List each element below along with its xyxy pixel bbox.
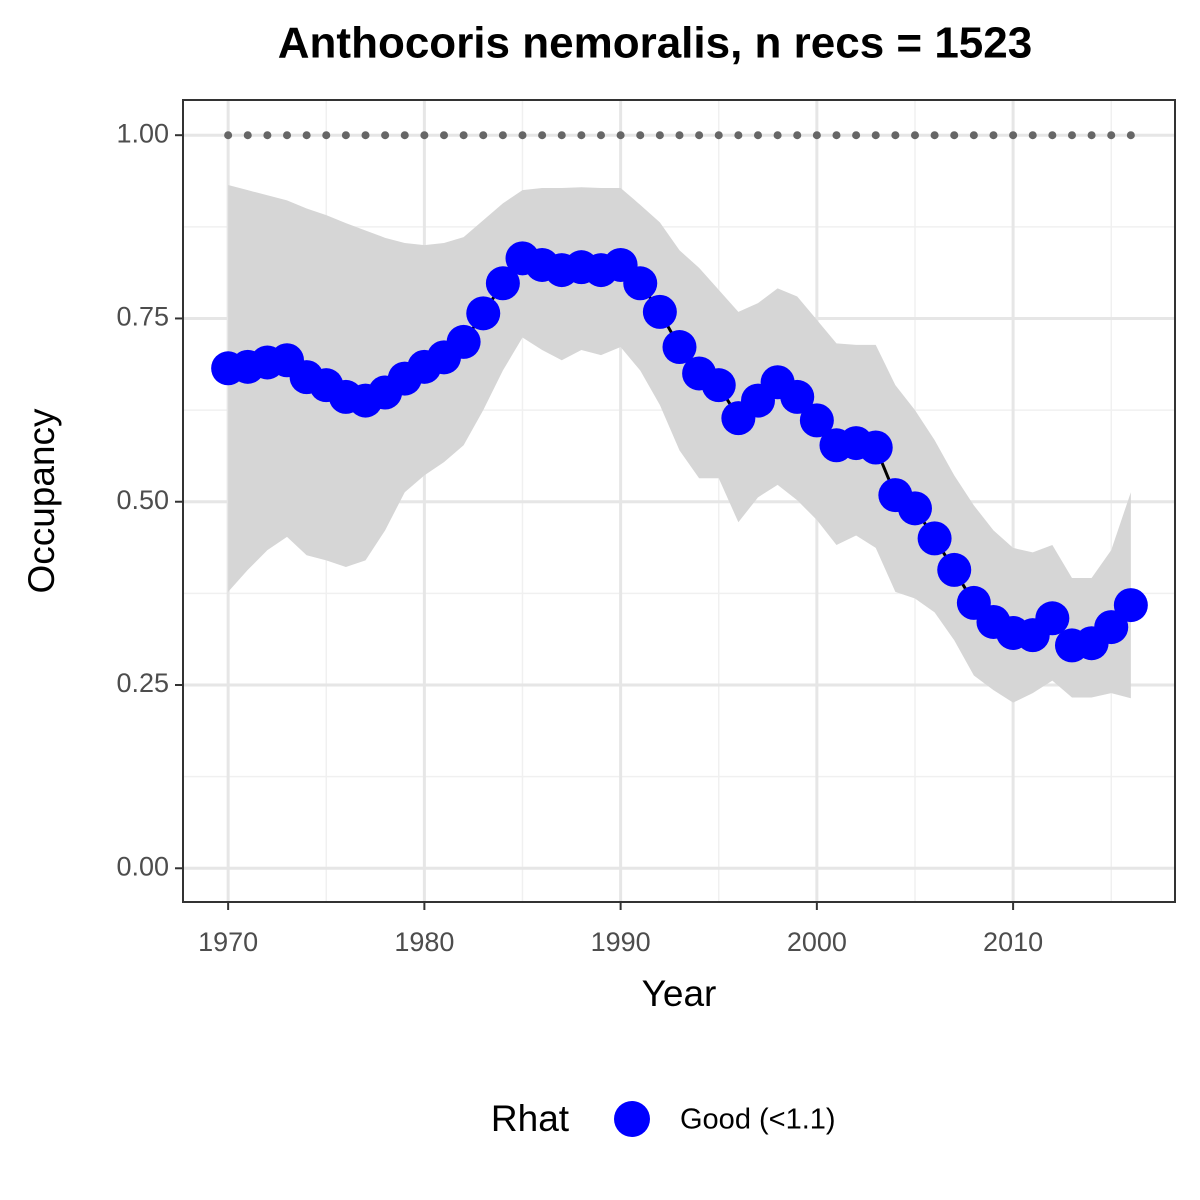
reference-point — [283, 131, 292, 140]
reference-point — [263, 131, 272, 140]
reference-point — [361, 131, 370, 140]
reference-point — [322, 131, 331, 140]
data-point — [642, 294, 677, 329]
data-point — [1035, 601, 1070, 636]
reference-point — [518, 131, 527, 140]
reference-point — [871, 131, 880, 140]
legend-title: Rhat — [491, 1098, 570, 1139]
reference-point — [695, 131, 704, 140]
reference-point — [1107, 131, 1116, 140]
y-axis-label: Occupancy — [21, 408, 62, 594]
reference-point — [224, 131, 233, 140]
reference-point — [1009, 131, 1018, 140]
reference-point — [1048, 131, 1057, 140]
reference-point — [832, 131, 841, 140]
y-tick-label: 0.75 — [116, 302, 169, 332]
data-point — [623, 266, 658, 301]
reference-point — [577, 131, 586, 140]
y-tick-label: 0.00 — [116, 851, 169, 881]
reference-point — [891, 131, 900, 140]
reference-point — [734, 131, 743, 140]
reference-point — [793, 131, 802, 140]
data-point — [485, 266, 520, 301]
reference-point — [812, 131, 821, 140]
data-point — [1094, 610, 1129, 645]
reference-point — [675, 131, 684, 140]
reference-point — [538, 131, 547, 140]
reference-point — [753, 131, 762, 140]
data-point — [662, 330, 697, 365]
reference-point — [400, 131, 409, 140]
reference-point — [498, 131, 507, 140]
y-tick-label: 0.50 — [116, 485, 169, 515]
reference-point — [596, 131, 605, 140]
data-point — [897, 491, 932, 526]
data-point — [780, 379, 815, 414]
legend-key — [614, 1101, 650, 1137]
reference-point — [852, 131, 861, 140]
reference-point — [714, 131, 723, 140]
reference-point — [773, 131, 782, 140]
confidence-band — [228, 185, 1131, 703]
y-tick-label: 1.00 — [116, 118, 169, 148]
reference-point — [930, 131, 939, 140]
reference-point — [950, 131, 959, 140]
chart-title: Anthocoris nemoralis, n recs = 1523 — [278, 19, 1032, 68]
data-point — [799, 403, 834, 438]
reference-point — [636, 131, 645, 140]
reference-point — [479, 131, 488, 140]
reference-point — [910, 131, 919, 140]
reference-point — [1087, 131, 1096, 140]
reference-point — [420, 131, 429, 140]
x-tick-label: 2000 — [787, 927, 847, 957]
data-point — [937, 552, 972, 587]
y-tick-label: 0.25 — [116, 668, 169, 698]
data-point — [701, 368, 736, 403]
x-axis-label: Year — [642, 973, 717, 1014]
reference-point — [1028, 131, 1037, 140]
reference-point — [616, 131, 625, 140]
reference-point — [302, 131, 311, 140]
panel-border — [182, 99, 1176, 903]
reference-point — [243, 131, 252, 140]
reference-point — [1067, 131, 1076, 140]
data-point — [446, 324, 481, 359]
reference-point — [1126, 131, 1135, 140]
reference-point — [440, 131, 449, 140]
reference-point — [341, 131, 350, 140]
x-tick-label: 1970 — [198, 927, 258, 957]
data-point — [858, 430, 893, 465]
reference-point — [557, 131, 566, 140]
reference-point — [969, 131, 978, 140]
data-point — [917, 521, 952, 556]
data-point — [466, 296, 501, 331]
reference-point — [381, 131, 390, 140]
x-tick-label: 1990 — [591, 927, 651, 957]
reference-point — [989, 131, 998, 140]
x-tick-label: 1980 — [394, 927, 454, 957]
reference-point — [655, 131, 664, 140]
reference-point — [459, 131, 468, 140]
data-point — [1113, 588, 1148, 623]
legend-label: Good (<1.1) — [680, 1104, 836, 1136]
x-tick-label: 2010 — [983, 927, 1043, 957]
